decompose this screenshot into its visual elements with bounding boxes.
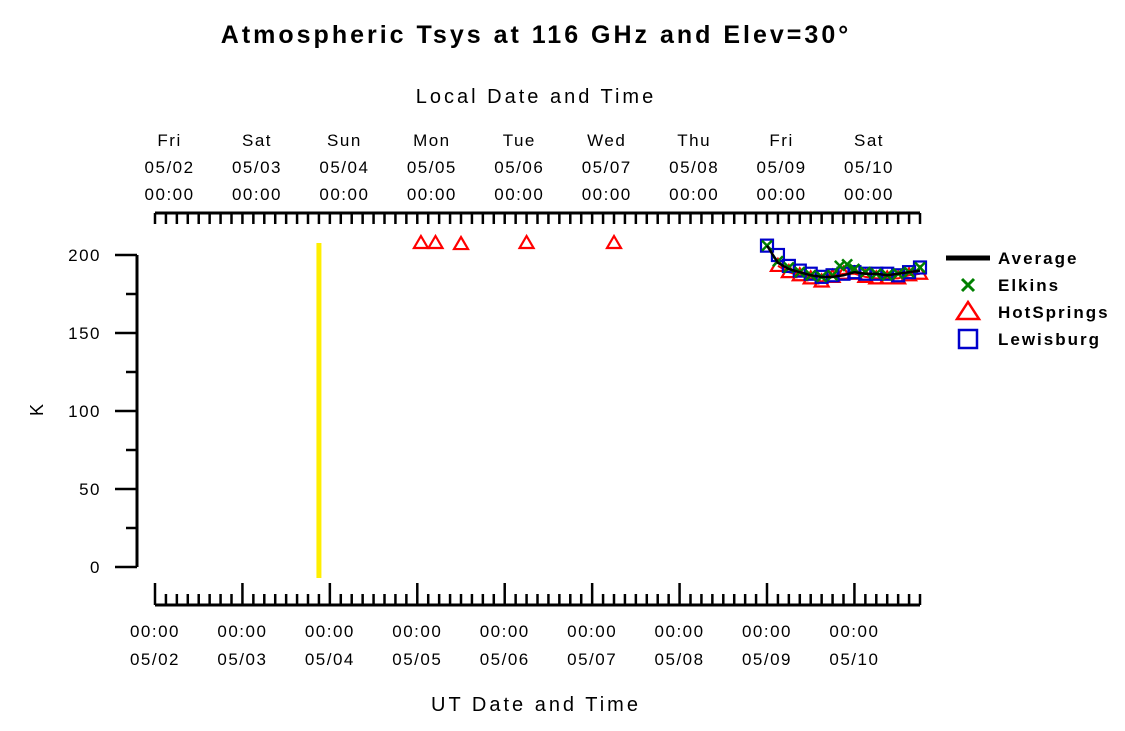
bottom-tick-date: 05/09 bbox=[742, 650, 792, 669]
top-tick-time: 00:00 bbox=[319, 185, 369, 204]
y-tick-label: 200 bbox=[68, 246, 101, 265]
bottom-tick-time: 00:00 bbox=[217, 622, 267, 641]
point-hotsprings bbox=[517, 233, 536, 250]
top-tick-time: 00:00 bbox=[844, 185, 894, 204]
y-tick-label: 50 bbox=[79, 480, 101, 499]
bottom-tick-time: 00:00 bbox=[742, 622, 792, 641]
series-layer bbox=[412, 233, 929, 288]
axes: 00:00 05/02 00:00 05/03 00:00 05/04 00:00 05/05… bbox=[68, 131, 922, 669]
top-tick-day: Wed bbox=[587, 131, 626, 150]
point-elkins-stroke bbox=[782, 261, 795, 274]
top-tick-time: 00:00 bbox=[407, 185, 457, 204]
bottom-tick-date: 05/05 bbox=[392, 650, 442, 669]
bottom-tick-date: 05/08 bbox=[655, 650, 705, 669]
top-tick-date: 05/07 bbox=[582, 158, 632, 177]
top-axis-label: Local Date and Time bbox=[416, 86, 656, 108]
legend-label-lewisburg: Lewisburg bbox=[998, 330, 1101, 349]
top-tick-day: Sat bbox=[854, 131, 884, 150]
top-tick-day: Fri bbox=[157, 131, 181, 150]
legend-swatch-elkins bbox=[960, 277, 976, 293]
bottom-tick-date: 05/04 bbox=[305, 650, 355, 669]
top-tick-date: 05/06 bbox=[494, 158, 544, 177]
point-elkins-stroke bbox=[841, 258, 854, 271]
top-tick-date: 05/05 bbox=[407, 158, 457, 177]
point-elkins bbox=[841, 258, 854, 271]
point-hotsprings bbox=[426, 233, 445, 250]
bottom-tick-date: 05/02 bbox=[130, 650, 180, 669]
top-tick-date: 05/04 bbox=[319, 158, 369, 177]
point-hotsprings bbox=[605, 233, 623, 250]
point-hotsprings bbox=[412, 233, 430, 250]
top-tick-date: 05/03 bbox=[232, 158, 282, 177]
chart-title: Atmospheric Tsys at 116 GHz and Elev=30° bbox=[221, 21, 851, 49]
bottom-tick-time: 00:00 bbox=[305, 622, 355, 641]
top-tick-day: Mon bbox=[413, 131, 451, 150]
bottom-tick-time: 00:00 bbox=[655, 622, 705, 641]
point-hotsprings bbox=[452, 234, 470, 251]
top-tick-date: 05/02 bbox=[145, 158, 195, 177]
legend: Average Elkins HotSprings Lewisburg bbox=[946, 249, 1110, 350]
top-tick-time: 00:00 bbox=[145, 185, 195, 204]
top-tick-day: Fri bbox=[769, 131, 793, 150]
legend-swatch-stroke bbox=[960, 277, 976, 293]
legend-label-average: Average bbox=[998, 249, 1078, 268]
top-tick-time: 00:00 bbox=[582, 185, 632, 204]
point-elkins-stroke bbox=[859, 266, 872, 279]
point-elkins-stroke bbox=[833, 260, 846, 272]
top-tick-time: 00:00 bbox=[232, 185, 282, 204]
bottom-tick-time: 00:00 bbox=[392, 622, 442, 641]
top-tick-time: 00:00 bbox=[669, 185, 719, 204]
bottom-tick-time: 00:00 bbox=[480, 622, 530, 641]
top-tick-date: 05/10 bbox=[844, 158, 894, 177]
top-tick-day: Sun bbox=[327, 131, 362, 150]
legend-label-hotsprings: HotSprings bbox=[998, 303, 1110, 322]
bottom-tick-date: 05/10 bbox=[829, 650, 879, 669]
top-tick-date: 05/08 bbox=[669, 158, 719, 177]
point-elkins bbox=[826, 269, 839, 282]
top-tick-day: Tue bbox=[503, 131, 536, 150]
top-tick-date: 05/09 bbox=[757, 158, 807, 177]
bottom-tick-date: 05/06 bbox=[480, 650, 530, 669]
y-axis-label: K bbox=[27, 404, 47, 416]
top-tick-time: 00:00 bbox=[757, 185, 807, 204]
bottom-tick-time: 00:00 bbox=[567, 622, 617, 641]
x-axis-label: UT Date and Time bbox=[431, 694, 641, 716]
legend-swatch-lewisburg bbox=[957, 328, 979, 350]
y-tick-label: 100 bbox=[68, 402, 101, 421]
point-elkins bbox=[859, 266, 872, 279]
legend-swatch-hotsprings bbox=[954, 299, 982, 321]
series-line-average bbox=[765, 244, 921, 279]
bottom-tick-date: 05/03 bbox=[217, 650, 267, 669]
top-tick-day: Sat bbox=[242, 131, 272, 150]
bottom-tick-time: 00:00 bbox=[130, 622, 180, 641]
bottom-tick-time: 00:00 bbox=[829, 622, 879, 641]
top-tick-time: 00:00 bbox=[494, 185, 544, 204]
legend-label-elkins: Elkins bbox=[998, 276, 1060, 295]
y-tick-label: 0 bbox=[90, 558, 101, 577]
point-lewisburg bbox=[759, 238, 775, 253]
top-tick-day: Thu bbox=[677, 131, 711, 150]
point-elkins-stroke bbox=[826, 269, 839, 282]
y-tick-label: 150 bbox=[68, 324, 101, 343]
bottom-tick-date: 05/07 bbox=[567, 650, 617, 669]
